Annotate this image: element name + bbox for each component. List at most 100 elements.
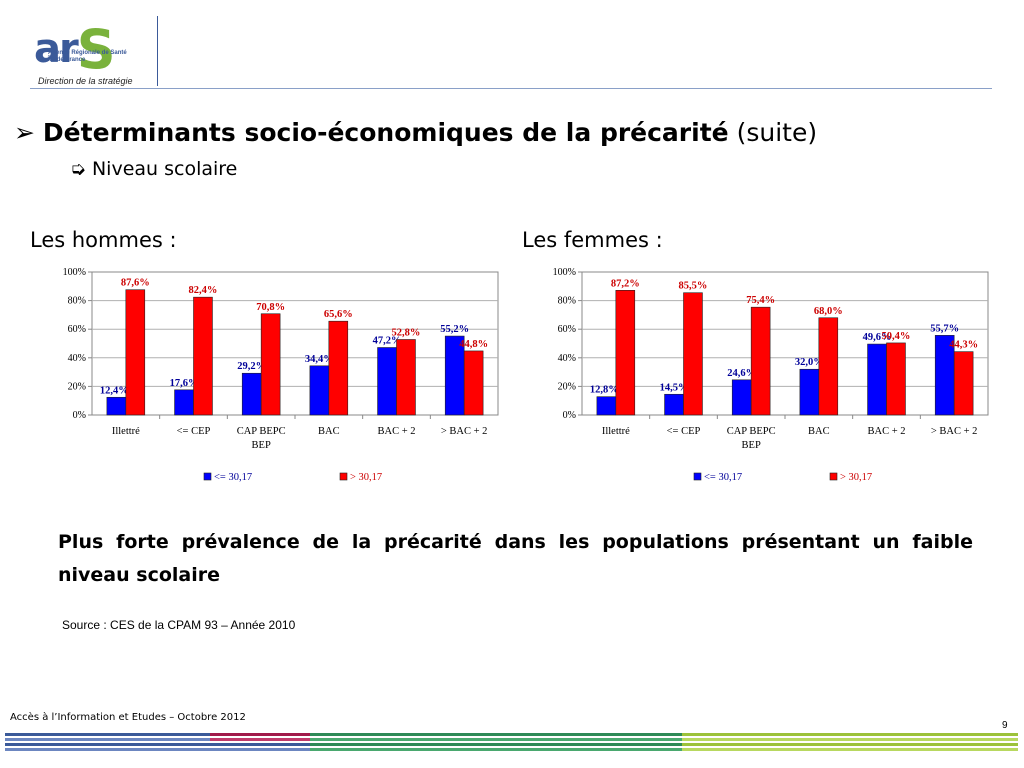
- x-category-label: BEP: [252, 440, 271, 451]
- data-label: 34,4%: [305, 354, 334, 365]
- legend-label: <= 30,17: [704, 472, 742, 483]
- bar-low: [309, 365, 330, 416]
- title-suffix: (suite): [736, 118, 818, 147]
- y-tick-label: 100%: [553, 267, 576, 278]
- women-label: Les femmes :: [522, 228, 663, 252]
- x-category-label: CAP BEPC: [727, 426, 776, 437]
- data-label: 65,6%: [324, 309, 353, 320]
- bar-high: [463, 350, 484, 416]
- subtitle-arrow-icon: ➭: [70, 158, 86, 180]
- bar-high: [818, 317, 839, 416]
- bar-high: [328, 320, 349, 416]
- bar-low: [106, 396, 127, 416]
- data-label: 29,2%: [237, 361, 266, 372]
- y-tick-label: 40%: [558, 353, 576, 364]
- logo-divider: [157, 16, 158, 86]
- x-category-label: CAP BEPC: [237, 426, 286, 437]
- men-label: Les hommes :: [30, 228, 177, 252]
- y-tick-label: 20%: [558, 381, 576, 392]
- y-tick-label: 80%: [558, 296, 576, 307]
- logo-line-1: Agence Régionale de Santé: [48, 50, 127, 56]
- x-category-label: BAC + 2: [867, 426, 905, 437]
- bar-high: [125, 289, 146, 416]
- data-label: 70,8%: [256, 302, 285, 313]
- x-category-label: Illettré: [602, 426, 630, 437]
- data-label: 52,8%: [392, 327, 421, 338]
- data-label: 44,8%: [459, 339, 488, 350]
- y-tick-label: 20%: [68, 381, 86, 392]
- bar-low: [596, 396, 617, 416]
- bar-high: [260, 313, 281, 416]
- x-category-label: BAC: [318, 426, 340, 437]
- bar-high: [750, 306, 771, 416]
- data-label: 24,6%: [727, 368, 756, 379]
- ars-logo: arS: [34, 12, 116, 81]
- plot-area: [581, 271, 989, 416]
- y-tick-label: 100%: [63, 267, 86, 278]
- x-category-label: > BAC + 2: [931, 426, 978, 437]
- footer-text: Accès à l’Information et Etudes – Octobr…: [10, 712, 246, 723]
- x-category-label: > BAC + 2: [441, 426, 488, 437]
- y-tick-label: 0%: [563, 410, 576, 421]
- legend-label: > 30,17: [840, 472, 872, 483]
- logo-s-letter: S: [76, 18, 116, 81]
- bar-high: [193, 296, 213, 416]
- x-category-label: BAC: [808, 426, 830, 437]
- legend-swatch: [339, 472, 348, 481]
- x-category-label: BEP: [742, 440, 761, 451]
- legend-label: <= 30,17: [214, 472, 252, 483]
- y-tick-label: 60%: [558, 324, 576, 335]
- key-finding: Plus forte prévalence de la précarité da…: [58, 531, 973, 586]
- men-chart: 0% 20% 40% 60% 80% 100% 12,4% 87,6% Illettré 17,6…: [63, 267, 499, 483]
- logo-line-2: Île-de-France: [48, 57, 86, 63]
- legend-label: > 30,17: [350, 472, 382, 483]
- x-category-label: <= CEP: [177, 426, 211, 437]
- bar-low: [867, 343, 887, 416]
- header-rule: [30, 88, 992, 89]
- bar-high: [615, 290, 636, 416]
- source-note: Source : CES de la CPAM 93 – Année 2010: [62, 618, 296, 632]
- data-label: 55,7%: [930, 323, 959, 334]
- data-label: 85,5%: [679, 281, 708, 292]
- data-label: 12,4%: [100, 385, 129, 396]
- y-tick-label: 0%: [73, 410, 86, 421]
- data-label: 87,2%: [611, 278, 640, 289]
- x-category-label: Illettré: [112, 426, 140, 437]
- data-label: 68,0%: [814, 306, 843, 317]
- footer-color-bands: [5, 733, 1018, 751]
- data-label: 55,2%: [440, 324, 469, 335]
- data-label: 75,4%: [746, 295, 775, 306]
- data-label: 50,4%: [882, 331, 911, 342]
- logo-subtitle: Agence Régionale de Santé Île-de-France: [48, 50, 127, 64]
- y-tick-label: 40%: [68, 353, 86, 364]
- slide-subtitle: ➭ Niveau scolaire: [70, 158, 237, 180]
- x-category-label: BAC + 2: [377, 426, 415, 437]
- bar-high: [396, 339, 416, 416]
- data-label: 82,4%: [189, 285, 218, 296]
- bar-high: [886, 342, 906, 416]
- direction-label: Direction de la stratégie: [38, 76, 133, 86]
- y-tick-label: 60%: [68, 324, 86, 335]
- bar-low: [664, 393, 684, 416]
- page-number: 9: [1002, 720, 1008, 731]
- bar-low: [174, 389, 194, 416]
- bar-low: [377, 347, 397, 416]
- data-label: 49,6%: [863, 332, 892, 343]
- legend-swatch: [203, 472, 212, 481]
- women-chart: 0% 20% 40% 60% 80% 100% 12,8% 87,2% Illettré 14,5…: [553, 267, 989, 483]
- data-label: 47,2%: [373, 336, 402, 347]
- title-bullet-icon: ➢: [14, 118, 35, 147]
- logo-main-text: ar: [34, 26, 79, 72]
- legend-swatch: [693, 472, 702, 481]
- slide-title: ➢ Déterminants socio-économiques de la p…: [14, 118, 817, 147]
- bar-high: [683, 292, 703, 416]
- legend-swatch: [829, 472, 838, 481]
- data-label: 12,8%: [590, 385, 619, 396]
- data-label: 32,0%: [795, 357, 824, 368]
- bar-low: [241, 372, 262, 416]
- title-main: Déterminants socio-économiques de la pré…: [42, 118, 729, 147]
- data-label: 44,3%: [949, 340, 978, 351]
- bar-high: [953, 351, 974, 416]
- data-label: 87,6%: [121, 278, 150, 289]
- x-category-label: <= CEP: [667, 426, 701, 437]
